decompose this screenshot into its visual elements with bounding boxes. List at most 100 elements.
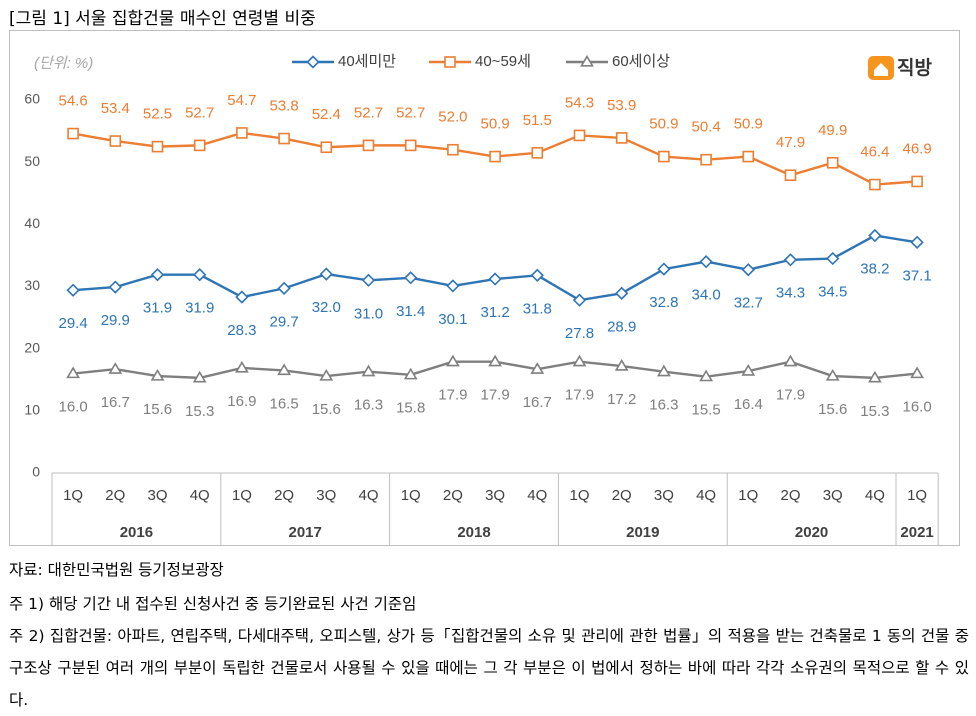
data-label: 16.7 [523,394,552,411]
data-label: 52.7 [396,104,425,121]
note-2: 주 2) 집합건물: 아파트, 연립주택, 다세대주택, 오피스텔, 상가 등「… [9,627,969,709]
data-label: 38.2 [860,260,889,277]
data-point [361,273,376,287]
data-label: 15.3 [860,403,889,420]
data-label: 16.5 [269,395,298,412]
x-group-label: 2018 [457,524,490,541]
data-point [868,370,882,383]
data-label: 16.7 [101,394,130,411]
data-point [235,360,249,373]
data-label: 46.9 [902,140,931,157]
x-tick-label: 1Q [907,487,927,504]
x-tick-label: 2Q [105,487,125,504]
data-point [488,272,502,286]
data-label: 15.5 [691,402,720,419]
data-label: 49.9 [818,122,847,139]
data-point [869,178,881,191]
data-label: 31.8 [523,300,552,317]
data-label: 53.8 [269,98,298,115]
data-point [657,364,671,377]
series: 16.0 16.7 15.6 15.3 16.9 16.5 15.6 16.3 15.8 17.9… [58,354,932,420]
data-point [868,228,882,243]
chart-border [9,30,960,546]
y-tick-label: 30 [24,277,40,293]
legend-label: 40~59세 [475,53,531,70]
data-point [573,129,586,142]
data-point [446,279,460,293]
data-point [447,143,459,156]
data-point [66,283,80,297]
data-label: 16.0 [58,399,87,416]
x-group-label: 2020 [795,524,828,541]
data-point [319,267,333,281]
data-point [826,156,839,169]
data-point [67,127,79,140]
data-label: 29.7 [269,313,298,330]
y-tick-label: 20 [24,339,40,355]
series: 29.4 29.9 31.9 31.9 28.3 29.7 32.0 31.0 31.4 30.1… [58,228,932,342]
data-label: 17.9 [438,387,467,404]
data-point [108,280,122,294]
data-point [404,271,418,285]
data-point [911,175,923,188]
data-label: 34.5 [818,283,847,300]
data-point [784,169,797,182]
data-label: 53.9 [607,97,636,114]
data-label: 54.7 [227,92,256,109]
data-point [530,362,545,374]
x-tick-label: 1Q [738,487,758,504]
data-point [193,268,207,282]
series: 54.6 53.4 52.5 52.7 54.7 53.8 52.4 52.7 52.7 52.0… [58,92,932,191]
y-tick-label: 50 [24,153,40,169]
data-point [278,132,290,145]
data-label: 52.4 [312,106,341,123]
data-point [741,263,755,277]
data-label: 15.6 [818,401,847,418]
data-label: 52.7 [354,104,383,121]
y-tick-label: 0 [32,464,40,480]
x-group-label: 2016 [120,524,153,541]
data-label: 27.8 [565,325,594,342]
data-point [531,147,544,159]
data-label: 32.0 [312,299,341,316]
data-point [783,354,798,367]
data-label: 31.9 [143,300,172,317]
data-point [572,354,587,367]
data-label: 52.0 [438,109,467,126]
x-tick-label: 1Q [63,487,83,504]
x-tick-label: 4Q [527,487,547,504]
data-label: 50.4 [691,119,720,136]
data-point [741,363,756,376]
logo-house [874,63,888,76]
data-point [277,281,291,295]
data-point [658,150,670,163]
data-label: 17.9 [776,387,805,404]
y-tick-label: 60 [24,91,40,107]
data-point [615,286,629,300]
x-tick-label: 1Q [232,487,252,504]
x-group-label: 2021 [900,524,933,541]
data-label: 34.3 [776,285,805,302]
data-point [361,364,376,377]
data-label: 16.0 [902,399,931,416]
data-point [319,368,334,381]
note-1: 주 1) 해당 기간 내 접수된 신청사건 중 등기완료된 사건 기준임 [9,595,417,613]
data-label: 50.9 [649,116,678,133]
data-label: 34.0 [691,287,720,304]
data-label: 30.1 [438,311,467,328]
chart: (단위: %) 직방 0 10 20 30 40 50 60 1Q 2Q 3Q 4Q 2016 1Q 2Q… [9,30,960,546]
y-tick-label: 10 [24,402,40,418]
data-label: 31.9 [185,300,214,317]
data-point [783,253,798,267]
data-label: 32.7 [734,295,763,312]
x-tick-label: 3Q [485,487,505,504]
data-label: 17.9 [480,387,509,404]
x-tick-label: 2Q [612,487,632,504]
data-point [320,141,333,154]
data-label: 37.1 [902,267,931,284]
data-label: 50.9 [480,116,509,133]
data-label: 54.3 [565,94,594,111]
legend-label: 60세이상 [612,53,670,70]
data-label: 47.9 [776,134,805,151]
